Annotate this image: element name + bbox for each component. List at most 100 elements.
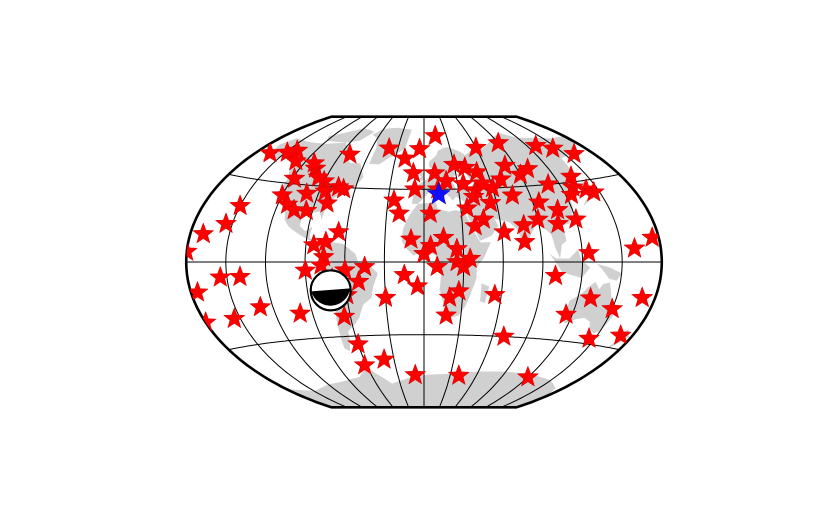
station-star-icon [442,153,466,175]
station-star-icon [560,182,583,205]
station-star-icon [582,180,605,202]
station-star-icon [601,297,624,319]
station-star-icon [501,183,524,205]
beachball-layer [309,269,352,312]
station-star-icon [577,241,600,263]
station-star-icon [315,191,339,213]
station-star-icon [445,237,469,259]
station-star-icon [432,225,455,248]
beachball-outline [309,269,352,312]
station-star-icon [423,161,446,183]
station-star-icon [492,324,515,347]
station-star-icon [471,171,494,193]
station-layer [186,124,662,387]
station-star-icon [214,212,238,234]
station-star-icon [284,149,308,171]
station-star-icon [223,307,246,329]
station-star-icon [452,172,475,194]
station-star-icon [408,137,431,159]
station-star-icon [526,207,549,229]
station-star-icon [353,353,376,375]
station-star-icon [527,190,550,212]
land-scandinavia-north [433,147,451,167]
event-star-icon [426,181,451,205]
station-star-icon [228,265,252,287]
station-star-icon [338,142,362,164]
station-star-icon [562,142,586,164]
parallel-line [228,334,620,351]
station-star-icon [455,196,479,218]
station-star-icon [309,253,333,275]
station-star-icon [524,134,547,156]
beachball-compressional-quadrant [311,288,351,306]
station-star-icon [493,220,516,242]
station-star-icon [333,304,356,327]
station-star-icon [554,302,578,325]
station-star-icon [282,198,306,220]
station-star-icon [271,183,294,205]
station-star-icon [537,172,560,194]
station-star-icon [479,191,502,213]
station-star-icon [378,136,401,158]
station-star-icon [559,164,583,187]
station-star-icon [393,263,416,285]
station-star-icon [489,167,512,189]
station-star-icon [402,161,425,183]
station-star-icon [303,151,326,173]
station-star-icon [447,363,470,386]
station-star-icon [194,310,217,332]
graticule [186,116,662,408]
station-star-icon [347,269,370,292]
station-star-icon [406,274,429,296]
station-star-icon [546,198,569,220]
station-star-icon [447,279,471,301]
station-star-icon [434,169,458,191]
station-star-icon [512,213,535,235]
station-star-icon [609,323,632,345]
station-star-icon [404,363,427,385]
station-star-icon [372,347,396,369]
station-star-icon [295,181,318,204]
station-star-icon [426,255,449,277]
station-star-icon [487,131,510,153]
station-star-icon [424,124,447,146]
land-arctic-islands [326,128,375,143]
station-star-icon [579,286,602,308]
station-star-icon [493,153,516,176]
station-star-icon [435,303,458,325]
station-star-icon [631,286,654,308]
station-star-icon [327,220,350,242]
station-star-icon [374,285,397,308]
station-star-icon [544,264,567,286]
station-star-icon [464,135,487,158]
station-star-icon [332,177,355,199]
station-star-icon [393,146,417,168]
station-star-icon [346,332,370,354]
station-star-icon [546,212,570,234]
station-star-icon [192,222,215,244]
station-star-icon [623,236,646,258]
land-antarctica [286,366,556,408]
station-star-icon [399,227,423,249]
station-star-icon [541,136,564,158]
station-star-icon [294,258,317,280]
station-star-icon [577,326,601,349]
station-star-icon [209,265,232,287]
station-star-icon [283,166,306,189]
station-star-icon [314,230,337,252]
station-star-icon [513,230,536,252]
land-new-guinea [597,263,622,281]
event-layer [426,181,451,205]
land-madagascar [480,283,490,303]
station-star-icon [307,165,330,187]
station-star-icon [382,188,406,210]
station-star-icon [465,160,488,182]
land-southeast-asia-islands [549,249,591,278]
station-star-icon [249,295,272,317]
station-star-icon [289,301,312,323]
land-australia [562,282,617,334]
station-star-icon [516,157,539,179]
station-star-icon [464,214,487,236]
station-star-icon [403,177,426,199]
